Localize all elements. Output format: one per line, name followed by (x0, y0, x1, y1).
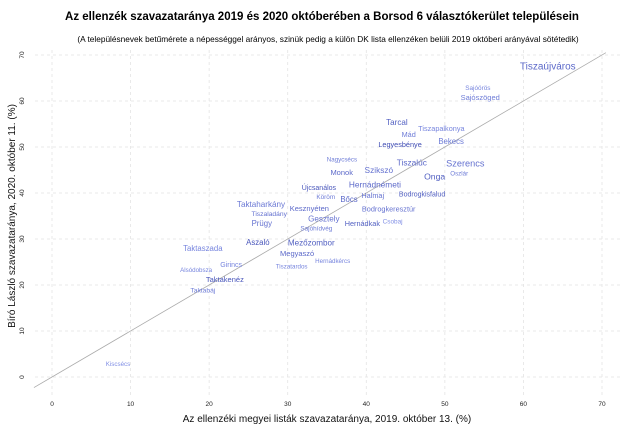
y-tick-label: 10 (19, 327, 26, 335)
point-label: Kiscsécs (106, 361, 130, 368)
x-tick-label: 10 (127, 401, 135, 408)
point-label: Tiszaladány (251, 211, 287, 218)
x-tick-label: 40 (363, 401, 371, 408)
point-label: Újcsanálos (302, 183, 337, 192)
chart-subtitle: (A településnevek betűmérete a népességg… (77, 34, 579, 44)
x-tick-label: 30 (284, 401, 292, 408)
point-label: Legyesbénye (378, 140, 421, 149)
reference-line-y-equals-x (33, 52, 607, 388)
x-tick-label: 60 (520, 401, 528, 408)
point-label: Taktabáj (190, 287, 215, 294)
point-label: Kesznyéten (290, 204, 329, 213)
point-label: Sajószöged (461, 93, 500, 102)
point-label: Girincs (220, 262, 242, 269)
point-label: Tiszapalkonya (418, 124, 465, 133)
y-tick-label: 20 (19, 281, 26, 289)
point-label: Nagycsécs (327, 157, 357, 164)
point-label: Csobaj (383, 218, 403, 225)
point-label: Szerencs (446, 158, 485, 168)
chart-title: Az ellenzék szavazataránya 2019 és 2020 … (65, 11, 579, 23)
point-label: Mezőzombor (288, 238, 335, 247)
x-tick-label: 20 (206, 401, 214, 408)
x-tick-label: 70 (598, 401, 606, 408)
y-tick-label: 60 (19, 97, 26, 105)
point-label: Hernádnémeti (349, 179, 401, 189)
point-label: Onga (424, 172, 445, 182)
point-label: Tarcal (386, 118, 408, 127)
point-label: Bodrogkeresztúr (362, 205, 416, 214)
point-label: Hernádkak (345, 219, 381, 228)
point-label: Bekecs (438, 137, 464, 146)
point-label: Aszaló (246, 238, 270, 247)
point-label: Prügy (252, 219, 272, 228)
x-axis-label: Az ellenzéki megyei listák szavazatarány… (183, 414, 471, 425)
y-tick-label: 40 (19, 189, 26, 197)
point-label: Taktaszada (183, 244, 223, 253)
point-label: Monok (330, 168, 353, 177)
y-tick-label: 70 (19, 51, 26, 59)
point-label: Mád (402, 130, 416, 139)
point-label: Bőcs (340, 195, 357, 204)
point-label: Hernádkércs (315, 258, 350, 265)
x-tick-label: 0 (50, 401, 54, 408)
point-label: Gesztely (308, 214, 340, 223)
point-label: Oszlár (450, 170, 468, 177)
point-label: Halmaj (361, 191, 384, 200)
point-label: Sajóörös (465, 85, 490, 92)
point-label: Bodrogkisfalud (399, 192, 445, 199)
y-tick-label: 0 (19, 375, 26, 379)
y-axis-label: Bíró László szavazataránya, 2020. októbe… (7, 104, 18, 328)
point-label: Alsódobsza (180, 267, 213, 274)
y-tick-label: 30 (19, 235, 26, 243)
point-label: Tiszatardos (276, 264, 308, 271)
point-label: Megyaszó (280, 249, 314, 258)
point-label: Köröm (316, 194, 335, 201)
point-label: Szikszó (365, 165, 394, 175)
point-label: Taktakenéz (206, 275, 244, 284)
point-label: Tiszaújváros (520, 62, 576, 73)
x-tick-label: 50 (441, 401, 449, 408)
point-label: Sajóhídvég (300, 226, 332, 233)
point-label: Tiszalúc (397, 157, 427, 167)
y-tick-label: 50 (19, 143, 26, 151)
point-label: Taktaharkány (237, 200, 286, 209)
